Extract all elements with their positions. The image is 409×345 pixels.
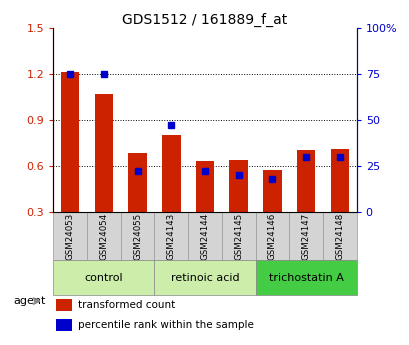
Bar: [61, 72, 79, 212]
Bar: [154, 260, 255, 295]
Text: transformed count: transformed count: [77, 300, 174, 310]
Bar: [263, 170, 281, 212]
Text: GSM24147: GSM24147: [301, 212, 310, 259]
Bar: [154, 212, 188, 260]
Bar: [221, 212, 255, 260]
Bar: [188, 212, 221, 260]
Text: GSM24055: GSM24055: [133, 212, 142, 259]
Bar: [330, 149, 348, 212]
Bar: [255, 260, 356, 295]
Bar: [128, 154, 146, 212]
Text: GSM24144: GSM24144: [200, 212, 209, 259]
Text: GSM24146: GSM24146: [267, 212, 276, 259]
Bar: [56, 319, 71, 331]
Text: GSM24145: GSM24145: [234, 212, 243, 259]
Text: retinoic acid: retinoic acid: [170, 273, 239, 283]
Text: GSM24053: GSM24053: [65, 212, 74, 259]
Bar: [162, 135, 180, 212]
Bar: [94, 93, 113, 212]
Bar: [87, 212, 120, 260]
Bar: [255, 212, 289, 260]
Text: trichostatin A: trichostatin A: [268, 273, 343, 283]
Title: GDS1512 / 161889_f_at: GDS1512 / 161889_f_at: [122, 12, 287, 27]
Text: GSM24148: GSM24148: [335, 212, 344, 259]
Bar: [120, 212, 154, 260]
Text: GSM24054: GSM24054: [99, 212, 108, 259]
Bar: [195, 161, 214, 212]
Text: percentile rank within the sample: percentile rank within the sample: [77, 320, 253, 330]
Bar: [296, 150, 315, 212]
Text: GSM24143: GSM24143: [166, 212, 175, 259]
Text: control: control: [84, 273, 123, 283]
Bar: [53, 212, 87, 260]
Bar: [229, 160, 247, 212]
Bar: [53, 260, 154, 295]
Text: agent: agent: [14, 296, 46, 306]
Bar: [322, 212, 356, 260]
Bar: [289, 212, 322, 260]
Bar: [56, 299, 71, 311]
